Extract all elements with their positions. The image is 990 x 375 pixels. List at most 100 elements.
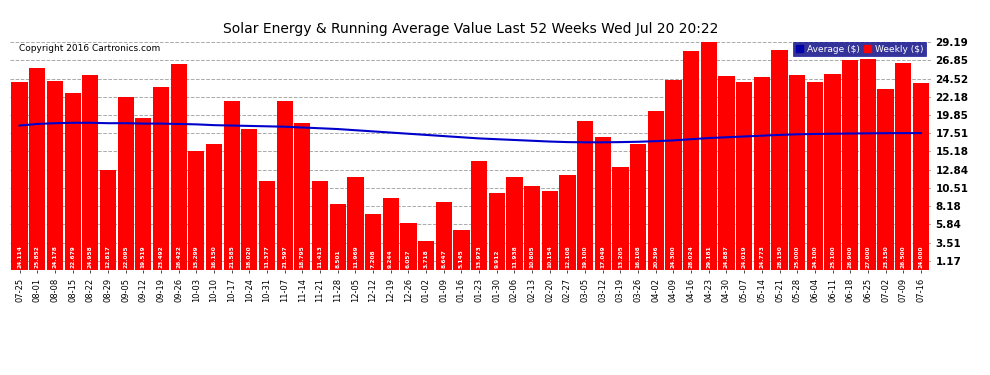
Bar	[842, 60, 858, 270]
Bar	[206, 144, 222, 270]
Text: 10.154: 10.154	[547, 245, 552, 268]
Bar	[400, 223, 417, 270]
Bar	[789, 75, 805, 270]
Text: 24.178: 24.178	[52, 245, 57, 268]
Bar	[259, 181, 275, 270]
Text: 3.718: 3.718	[424, 249, 429, 268]
Text: 16.150: 16.150	[212, 245, 217, 268]
Bar	[877, 89, 894, 270]
Text: 24.773: 24.773	[759, 245, 764, 268]
Bar	[524, 186, 541, 270]
Text: 25.852: 25.852	[35, 245, 40, 268]
Bar	[895, 63, 912, 270]
Text: 25.000: 25.000	[795, 245, 800, 268]
Bar	[859, 59, 876, 270]
Bar	[559, 176, 575, 270]
Text: 19.100: 19.100	[583, 245, 588, 268]
Text: 12.108: 12.108	[565, 245, 570, 268]
Text: 24.300: 24.300	[671, 245, 676, 268]
Text: 20.396: 20.396	[653, 245, 658, 268]
Text: 25.100: 25.100	[830, 245, 835, 268]
Bar	[719, 76, 735, 270]
Text: 8.647: 8.647	[442, 249, 446, 268]
Text: 5.145: 5.145	[459, 249, 464, 268]
Text: 9.912: 9.912	[494, 249, 499, 268]
Bar	[312, 181, 328, 270]
Bar	[330, 204, 346, 270]
Text: 21.585: 21.585	[229, 245, 235, 268]
Text: 10.805: 10.805	[530, 245, 535, 268]
Bar	[701, 42, 717, 270]
Bar	[913, 82, 929, 270]
Bar	[807, 82, 823, 270]
Bar	[630, 144, 646, 270]
Text: 17.049: 17.049	[600, 245, 605, 268]
Text: 8.501: 8.501	[336, 249, 341, 268]
Bar	[242, 129, 257, 270]
Bar	[224, 102, 240, 270]
Bar	[771, 50, 788, 270]
Text: 12.817: 12.817	[106, 245, 111, 268]
Text: 11.377: 11.377	[264, 245, 269, 268]
Text: 24.100: 24.100	[813, 245, 818, 268]
Bar	[152, 87, 169, 270]
Bar	[347, 177, 363, 270]
Bar	[64, 93, 81, 270]
Text: 29.181: 29.181	[706, 245, 712, 268]
Bar	[665, 80, 681, 270]
Bar	[276, 101, 293, 270]
Text: 26.500: 26.500	[901, 245, 906, 268]
Bar	[82, 75, 98, 270]
Bar	[294, 123, 311, 270]
Bar	[506, 177, 523, 270]
Text: 24.000: 24.000	[919, 245, 924, 268]
Text: 13.973: 13.973	[476, 245, 481, 268]
Bar	[613, 167, 629, 270]
Text: 22.679: 22.679	[70, 245, 75, 268]
Text: 11.413: 11.413	[318, 245, 323, 268]
Text: 26.422: 26.422	[176, 245, 181, 268]
Text: 24.887: 24.887	[724, 245, 729, 268]
Text: 18.795: 18.795	[300, 245, 305, 268]
Bar	[12, 82, 28, 270]
Bar	[418, 241, 435, 270]
Bar	[577, 121, 593, 270]
Text: 28.150: 28.150	[777, 245, 782, 268]
Bar	[542, 191, 558, 270]
Text: 11.969: 11.969	[352, 245, 357, 268]
Bar	[453, 230, 469, 270]
Bar	[753, 76, 770, 270]
Bar	[683, 51, 699, 270]
Bar	[825, 74, 841, 270]
Title: Solar Energy & Running Average Value Last 52 Weeks Wed Jul 20 20:22: Solar Energy & Running Average Value Las…	[223, 22, 718, 36]
Text: 27.000: 27.000	[865, 245, 870, 268]
Text: 24.019: 24.019	[742, 245, 746, 268]
Text: 7.208: 7.208	[370, 249, 375, 268]
Text: 26.900: 26.900	[847, 245, 852, 268]
Bar	[595, 137, 611, 270]
Bar	[471, 161, 487, 270]
Text: 18.020: 18.020	[247, 245, 251, 268]
Bar	[436, 202, 451, 270]
Bar	[736, 82, 752, 270]
Bar	[382, 198, 399, 270]
Bar	[365, 214, 381, 270]
Text: 24.114: 24.114	[17, 245, 22, 268]
Bar	[29, 68, 46, 270]
Text: 21.597: 21.597	[282, 245, 287, 268]
Bar	[118, 98, 134, 270]
Text: 15.299: 15.299	[194, 245, 199, 268]
Bar	[188, 150, 205, 270]
Text: 16.108: 16.108	[636, 245, 641, 268]
Text: 9.244: 9.244	[388, 249, 393, 268]
Text: Copyright 2016 Cartronics.com: Copyright 2016 Cartronics.com	[19, 45, 160, 54]
Text: 23.150: 23.150	[883, 245, 888, 268]
Bar	[100, 170, 116, 270]
Bar	[170, 64, 187, 270]
Text: 23.492: 23.492	[158, 245, 163, 268]
Bar	[47, 81, 63, 270]
Text: 13.205: 13.205	[618, 245, 623, 268]
Text: 28.024: 28.024	[689, 245, 694, 268]
Legend: Average ($), Weekly ($): Average ($), Weekly ($)	[793, 42, 926, 56]
Text: 24.958: 24.958	[88, 245, 93, 268]
